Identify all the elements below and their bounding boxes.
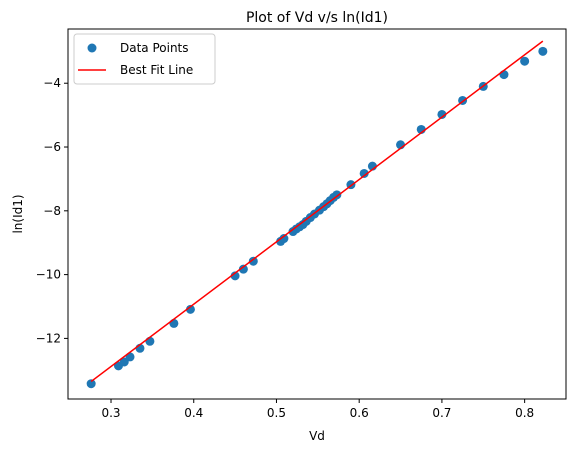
data-point: [86, 379, 96, 389]
y-axis-label: ln(Id1): [11, 194, 25, 233]
legend-box: [73, 33, 216, 85]
y-tick-label: −4: [43, 76, 61, 90]
axes-frame: [67, 28, 567, 400]
x-tick-label: 0.7: [432, 406, 451, 420]
legend-label-data-points: Data Points: [120, 41, 189, 55]
x-tick-label: 0.5: [267, 406, 286, 420]
x-tick-label: 0.8: [515, 406, 534, 420]
y-tick-label: −8: [43, 204, 61, 218]
data-point: [248, 256, 258, 266]
data-point: [230, 271, 240, 281]
data-point: [499, 70, 509, 80]
x-tick-label: 0.4: [184, 406, 203, 420]
data-point: [185, 304, 195, 314]
chart-title: Plot of Vd v/s ln(Id1): [246, 10, 388, 26]
x-tick-label: 0.3: [101, 406, 120, 420]
y-axis-ticks: −12 −10 −8 −6 −4: [36, 76, 68, 345]
plot-area: [86, 40, 548, 389]
data-point: [538, 46, 548, 56]
y-tick-label: −6: [43, 140, 61, 154]
data-point: [359, 168, 369, 178]
legend: Data Points Best Fit Line: [73, 33, 216, 85]
y-tick-label: −10: [36, 268, 61, 282]
data-point: [520, 56, 530, 66]
x-axis-ticks: 0.3 0.4 0.5 0.6 0.7 0.8: [101, 399, 534, 420]
x-tick-label: 0.6: [350, 406, 369, 420]
x-axis-label: Vd: [309, 429, 325, 443]
data-point: [119, 357, 129, 367]
data-point: [437, 109, 447, 119]
legend-marker-data-points: [87, 43, 97, 53]
data-point: [238, 264, 248, 274]
best-fit-line: [90, 40, 544, 383]
legend-label-best-fit-line: Best Fit Line: [120, 63, 193, 77]
data-point: [169, 318, 179, 328]
data-point: [279, 234, 289, 244]
y-tick-label: −12: [36, 331, 61, 345]
